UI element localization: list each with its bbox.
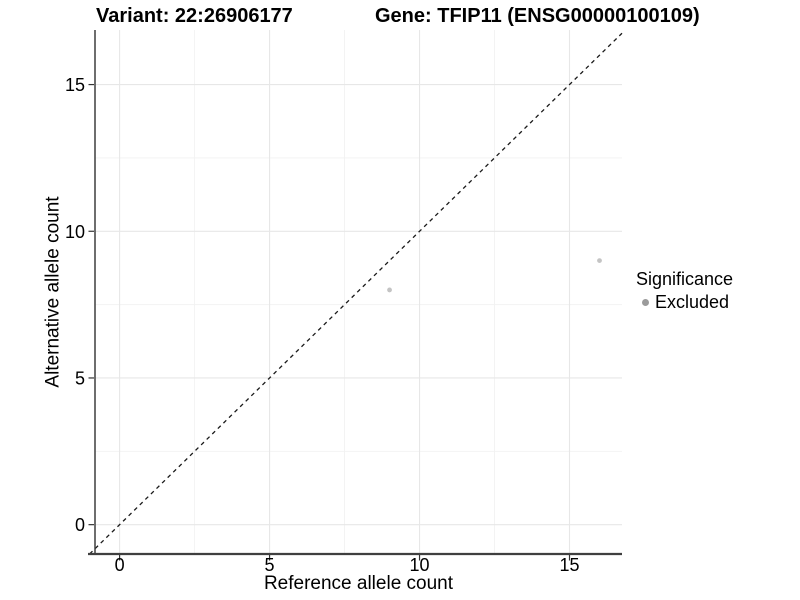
- data-point: [597, 258, 602, 264]
- legend: Significance Excluded: [636, 269, 733, 313]
- x-tick-label: 5: [265, 555, 275, 575]
- x-axis-label: Reference allele count: [263, 573, 454, 594]
- legend-title: Significance: [636, 269, 734, 289]
- y-axis-label: Alternative allele count: [43, 196, 65, 388]
- plot-title-variant: Variant: 22:26906177: [96, 5, 293, 27]
- x-tick-label: 0: [115, 555, 125, 575]
- legend-item-label: Excluded: [655, 292, 730, 312]
- plot-title-gene: Gene: TFIP11 (ENSG00000100109): [375, 5, 700, 27]
- y-tick-label: 0: [75, 515, 85, 535]
- y-tick-label: 5: [75, 368, 85, 388]
- x-tick-label: 10: [410, 555, 430, 575]
- legend-item-excluded: Excluded: [636, 292, 733, 313]
- x-tick-label: 15: [559, 555, 579, 575]
- y-tick-label: 10: [65, 222, 85, 242]
- y-axis-label-box: Alternative allele count: [43, 30, 65, 554]
- identity-dashed-line: [89, 32, 623, 555]
- y-tick-label: 15: [65, 75, 85, 95]
- legend-key-point-icon: [642, 299, 649, 306]
- data-point: [387, 287, 392, 293]
